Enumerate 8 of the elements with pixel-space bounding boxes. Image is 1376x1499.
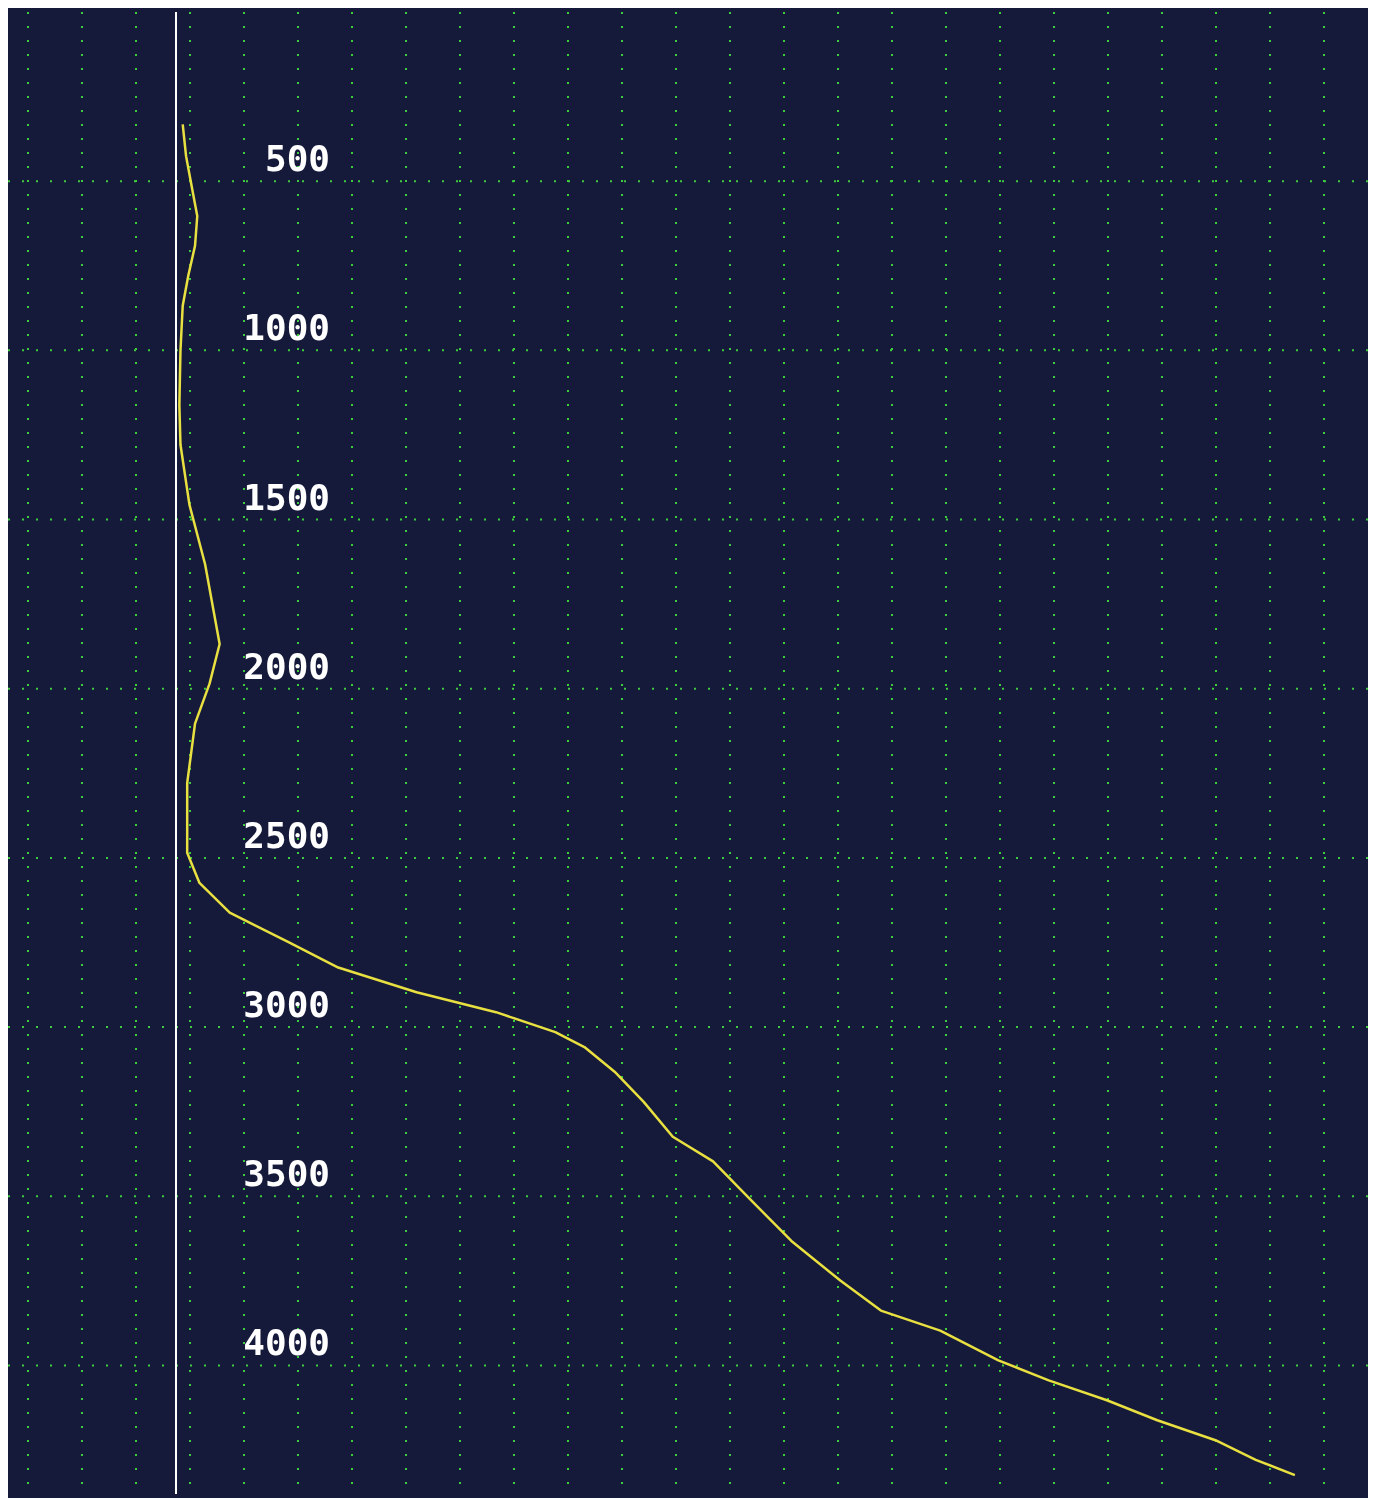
y-tick-label: 2000 bbox=[243, 645, 330, 687]
y-tick-label: 1000 bbox=[243, 307, 330, 349]
y-tick-label: 2500 bbox=[243, 814, 330, 856]
y-tick-label: 3000 bbox=[243, 984, 330, 1026]
y-tick-label: 500 bbox=[264, 138, 330, 180]
y-tick-label: 3500 bbox=[243, 1153, 330, 1195]
y-tick-label: 4000 bbox=[243, 1322, 330, 1364]
y-tick-label: 1500 bbox=[243, 476, 330, 518]
